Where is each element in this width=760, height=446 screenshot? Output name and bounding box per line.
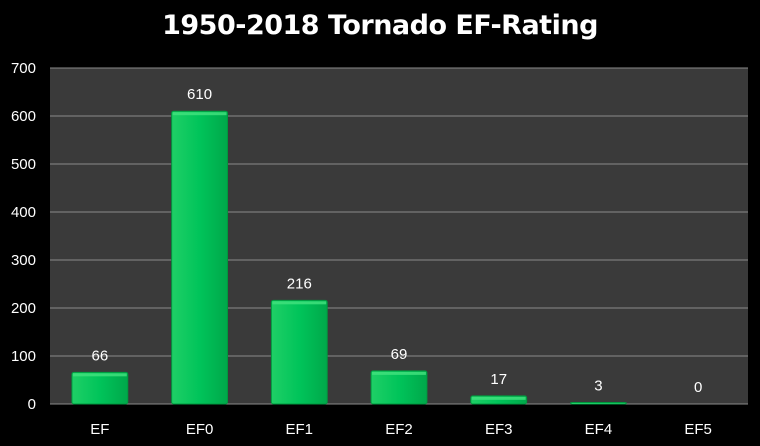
bar: [370, 370, 428, 405]
y-tick-label: 600: [11, 108, 36, 125]
bar-highlight: [272, 301, 327, 305]
bar-highlight: [172, 112, 227, 116]
plot-area: [50, 68, 748, 404]
y-tick-label: 200: [11, 300, 36, 317]
y-tick-label: 500: [11, 156, 36, 173]
x-tick-label: EF: [90, 421, 109, 438]
bar: [171, 110, 228, 405]
y-tick-label: 400: [11, 204, 36, 221]
y-tick-label: 700: [11, 60, 36, 77]
data-label: 69: [391, 346, 408, 363]
data-label: 610: [187, 86, 212, 103]
x-tick-label: EF2: [385, 421, 413, 438]
x-tick-label: EF3: [485, 421, 513, 438]
data-label: 66: [92, 347, 109, 364]
bar-highlight: [72, 373, 127, 377]
bar: [270, 299, 328, 405]
data-label: 17: [490, 371, 507, 388]
chart-title: 1950-2018 Tornado EF-Rating: [162, 10, 598, 41]
bar-highlight: [372, 371, 426, 375]
data-label: 3: [594, 378, 602, 395]
bar-highlight: [471, 396, 526, 400]
y-tick-label: 0: [28, 396, 36, 413]
data-label: 0: [694, 379, 702, 396]
y-tick-label: 300: [11, 252, 36, 269]
bar: [71, 371, 129, 405]
x-tick-label: EF4: [585, 421, 613, 438]
x-tick-label: EF0: [186, 421, 214, 438]
x-tick-label: EF1: [286, 421, 314, 438]
y-tick-label: 100: [11, 348, 36, 365]
data-label: 216: [287, 275, 312, 292]
x-tick-label: EF5: [684, 421, 712, 438]
